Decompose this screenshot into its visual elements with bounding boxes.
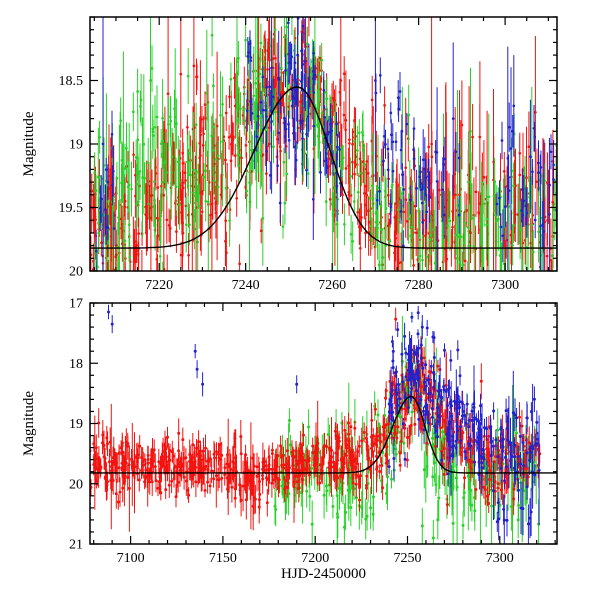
x-tick-label: 7150 (209, 551, 237, 566)
y-tick-label: 19 (69, 417, 83, 432)
y-tick-label: 19.5 (59, 201, 84, 216)
tick-labels-bottom: 7100 7150 7200 7250 7300 17 18 19 20 21 (69, 297, 514, 567)
y-axis-title-top: Magnitude (21, 111, 37, 176)
points-blue-top (94, 17, 557, 253)
panel-bottom: 7100 7150 7200 7250 7300 17 18 19 20 21 Magnitude H… (21, 297, 558, 582)
x-tick-label: 7300 (491, 278, 519, 293)
x-tick-label: 7220 (145, 278, 173, 293)
x-tick-label: 7300 (486, 551, 514, 566)
y-tick-label: 17 (69, 297, 83, 312)
x-tick-label: 7250 (393, 551, 421, 566)
tick-labels-top: 7220 7240 7260 7280 7300 18.5 19 19.5 20 (59, 74, 520, 293)
x-tick-label: 7100 (117, 551, 145, 566)
x-tick-label: 7260 (318, 278, 346, 293)
x-axis-title: HJD-2450000 (281, 566, 366, 582)
plot-area-top (90, 17, 557, 271)
x-tick-label: 7200 (301, 551, 329, 566)
y-tick-label: 20 (69, 477, 83, 492)
y-axis-title-bottom: Magnitude (21, 391, 37, 456)
model-line-bottom (90, 395, 557, 474)
x-tick-label: 7240 (232, 278, 260, 293)
plot-area-bottom (90, 304, 557, 544)
y-tick-label: 19 (69, 138, 83, 153)
y-tick-label: 21 (69, 538, 83, 553)
ticks-top (90, 16, 557, 272)
y-tick-label: 20 (69, 265, 83, 280)
points-red-bottom (90, 317, 542, 509)
x-tick-label: 7280 (405, 278, 433, 293)
panel-top: 7220 7240 7260 7280 7300 18.5 19 19.5 20 Magnitud… (21, 16, 558, 293)
y-tick-label: 18 (69, 357, 83, 372)
model-line-top (90, 86, 557, 249)
y-tick-label: 18.5 (59, 74, 84, 89)
ticks-bottom (90, 302, 557, 545)
